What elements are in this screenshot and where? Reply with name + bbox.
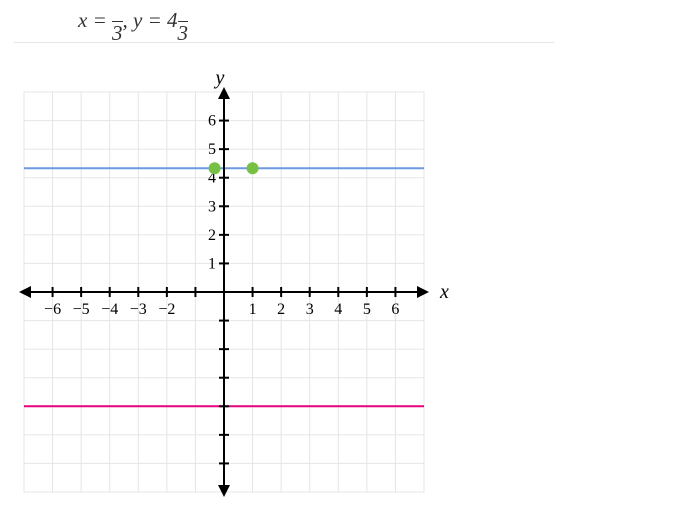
rhs-int: 4 [167,8,178,32]
x-tick-label: 5 [363,301,371,318]
y-axis-label: y [214,67,225,89]
y-tick-label: 2 [208,227,216,244]
chart-svg: −6−5−4−3−2123456123456xy [14,62,454,502]
x-tick-label: −3 [130,301,147,318]
x-tick-label: −4 [101,301,118,318]
x-axis-label: x [439,281,449,303]
formula-text: x = . 3 , y = 4 . 3 [78,0,188,44]
data-point [247,162,259,174]
fraction-1: . 3 [112,0,123,44]
x-tick-label: 6 [391,301,399,318]
x-tick-label: −5 [73,301,90,318]
x-tick-label: 4 [334,301,342,318]
data-point [209,162,221,174]
x-tick-label: 3 [306,301,314,318]
fraction-2-den: 3 [178,21,189,44]
x-tick-label: 2 [277,301,285,318]
page-container: x = . 3 , y = 4 . 3 −6−5−4−3−21234561234… [0,0,680,525]
y-tick-label: 6 [208,113,216,130]
divider [14,42,554,43]
x-tick-label: −6 [44,301,61,318]
y-tick-label: 1 [208,255,216,272]
y-tick-label: 5 [208,141,216,158]
coordinate-chart: −6−5−4−3−2123456123456xy [14,62,454,502]
var-x: x [78,8,87,32]
y-tick-label: 3 [208,198,216,215]
fraction-2: . 3 [178,0,189,44]
fraction-1-den: 3 [112,21,123,44]
var-y: y [133,8,142,32]
x-tick-label: −2 [158,301,175,318]
x-tick-label: 1 [249,301,257,318]
